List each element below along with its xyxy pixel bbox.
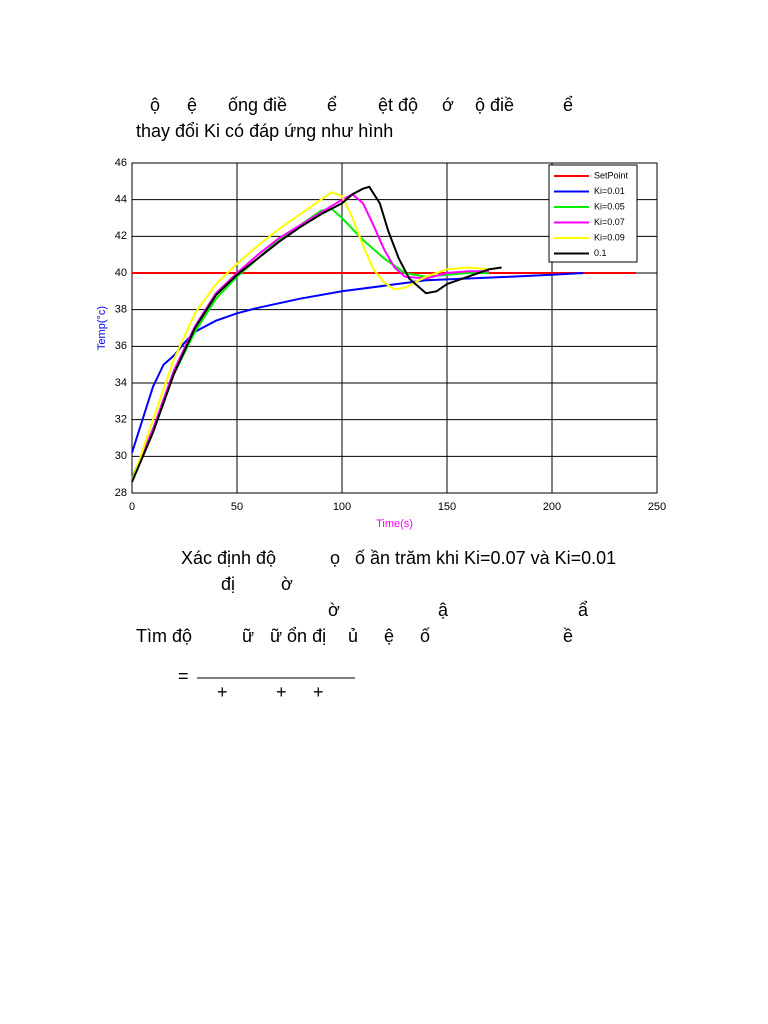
text-fragment: ống điề (228, 95, 287, 115)
x-tick-label: 50 (231, 501, 243, 513)
text-fragment: đị (221, 574, 235, 594)
text-fragment: thay đổi Ki có đáp ứng như hình (136, 121, 393, 141)
text-fragment: ộ điề (475, 95, 514, 115)
y-tick-label: 28 (115, 487, 127, 499)
equation-plus: + (276, 682, 287, 702)
y-tick-label: 38 (115, 304, 127, 316)
text-fragment: ọ (330, 548, 340, 568)
y-tick-label: 46 (115, 157, 127, 169)
x-tick-label: 0 (129, 501, 135, 513)
equation-equals: = (178, 666, 189, 686)
text-fragment: Xác định độ (181, 548, 276, 568)
text-fragment: ậ (438, 600, 449, 620)
y-tick-label: 30 (115, 450, 127, 462)
series-line (131, 185, 502, 483)
equation-plus: + (313, 682, 324, 702)
text-fragment: ệ (187, 95, 197, 115)
legend-box (548, 164, 638, 263)
text-fragment: ờ (281, 574, 293, 594)
text-fragment: ệ (384, 626, 394, 646)
legend-label: Ki=0.09 (594, 232, 625, 242)
legend-label: Ki=0.05 (594, 201, 625, 211)
equation-plus: + (217, 682, 228, 702)
x-axis-label: Time(s) (376, 518, 413, 530)
legend-label: 0.1 (594, 248, 607, 258)
legend-label: Ki=0.01 (594, 186, 625, 196)
series-line (131, 191, 490, 483)
text-fragment: Tìm độ (136, 626, 192, 646)
x-tick-label: 150 (438, 501, 456, 513)
text-fragment: ớ (442, 95, 454, 115)
x-tick-label: 200 (543, 501, 561, 513)
text-fragment: ố (355, 548, 365, 568)
text-fragment: ữ ổn đị (270, 626, 326, 646)
text-fragment: ẩ (578, 600, 589, 620)
text-fragment: ề (563, 626, 573, 646)
y-tick-label: 44 (115, 194, 127, 206)
y-axis-label: Temp(°c) (96, 306, 108, 350)
x-tick-label: 250 (648, 501, 666, 513)
text-fragment: ủ (348, 626, 358, 646)
text-fragment: ần trăm khi Ki=0.07 và Ki=0.01 (370, 548, 616, 568)
y-tick-label: 34 (115, 377, 127, 389)
y-tick-label: 36 (115, 340, 127, 352)
y-tick-label: 42 (115, 230, 127, 242)
y-tick-label: 40 (115, 267, 127, 279)
text-fragment: ệt độ (378, 95, 418, 115)
text-fragment: ể (563, 95, 573, 115)
x-tick-label: 100 (333, 501, 351, 513)
text-fragment: ể (327, 95, 337, 115)
text-fragment: ữ (242, 626, 254, 646)
legend-label: Ki=0.07 (594, 217, 625, 227)
text-fragment: ố (420, 626, 430, 646)
text-fragment: ộ (150, 95, 160, 115)
text-fragment: ờ (328, 600, 340, 620)
y-tick-label: 32 (115, 414, 127, 426)
legend-label: SetPoint (594, 170, 629, 180)
series-line (131, 272, 584, 454)
